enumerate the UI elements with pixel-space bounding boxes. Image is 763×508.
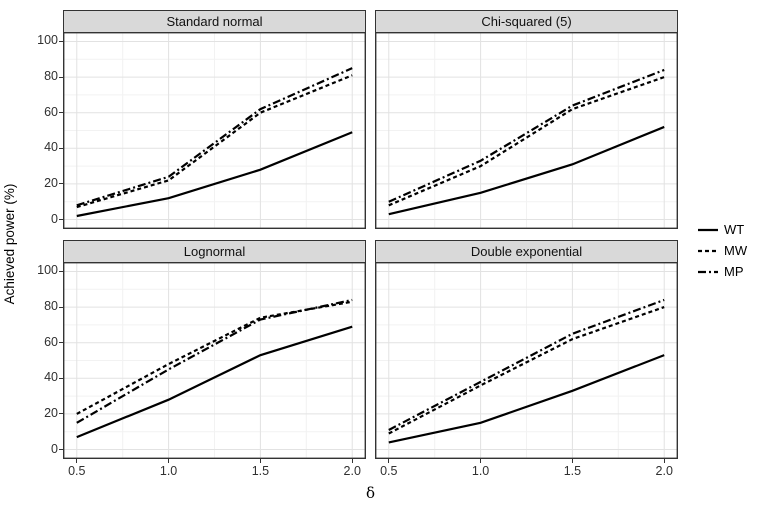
- y-tick-mark: [59, 377, 63, 379]
- strip-chi-squared: Chi-squared (5): [375, 10, 678, 33]
- panel-lognormal: [63, 262, 366, 459]
- x-tick-label: 2.0: [655, 464, 673, 478]
- strip-title: Standard normal: [166, 14, 263, 29]
- y-tick-mark: [59, 449, 63, 451]
- y-tick-mark: [59, 147, 63, 149]
- panel-plot-area: [375, 262, 678, 459]
- x-tick-mark: [351, 459, 353, 463]
- x-tick-mark: [480, 459, 482, 463]
- series-line-wt: [388, 125, 665, 216]
- x-tick-label: 1.0: [471, 464, 490, 478]
- y-tick-label: 40: [44, 370, 58, 385]
- series-line-mw: [388, 76, 665, 207]
- x-tick-mark: [168, 459, 170, 463]
- series-line-wt: [76, 131, 353, 218]
- panel-standard-normal: [63, 32, 366, 229]
- x-tick-mark: [76, 459, 78, 463]
- x-tick-mark: [571, 459, 573, 463]
- y-tick-label: 0: [51, 211, 58, 226]
- y-tick-mark: [59, 306, 63, 308]
- x-tick-label: 0.5: [68, 464, 86, 478]
- legend-item-wt: WT: [697, 219, 763, 240]
- strip-title: Chi-squared (5): [481, 14, 572, 29]
- strip-title: Double exponential: [470, 244, 583, 259]
- series-line-wt: [76, 325, 353, 439]
- series-line-mp: [388, 68, 665, 203]
- legend-label-mp: MP: [724, 264, 744, 279]
- y-tick-mark: [59, 76, 63, 78]
- y-tick-label: 60: [44, 334, 58, 349]
- y-tick-label: 100: [37, 263, 58, 278]
- y-tick-label: 0: [51, 441, 58, 456]
- y-tick-label: 20: [44, 405, 58, 420]
- x-tick-label: 1.0: [159, 464, 178, 478]
- x-tick-mark: [663, 459, 665, 463]
- x-axis-title: δ: [365, 484, 376, 502]
- y-tick-mark: [59, 270, 63, 272]
- x-tick-label: 1.5: [563, 464, 582, 478]
- legend-item-mp: MP: [697, 261, 763, 282]
- y-tick-mark: [59, 413, 63, 415]
- x-tick-label: 1.5: [251, 464, 270, 478]
- y-tick-label: 20: [44, 175, 58, 190]
- series-line-mp: [76, 298, 353, 424]
- legend-line-dotdash-icon: [698, 270, 718, 273]
- strip-double-exponential: Double exponential: [375, 240, 678, 263]
- legend-line-solid-icon: [698, 228, 718, 231]
- y-tick-label: 80: [44, 299, 58, 314]
- y-tick-mark: [59, 219, 63, 221]
- legend-label-wt: WT: [724, 222, 745, 237]
- x-tick-label: 2.0: [343, 464, 361, 478]
- x-tick-mark: [259, 459, 261, 463]
- y-tick-mark: [59, 112, 63, 114]
- strip-title: Lognormal: [183, 244, 246, 259]
- legend-label-mw: MW: [724, 243, 748, 258]
- legend-item-mw: MW: [697, 240, 763, 261]
- y-tick-label: 40: [44, 140, 58, 155]
- series-line-mw: [76, 74, 353, 209]
- strip-lognormal: Lognormal: [63, 240, 366, 263]
- series-line-mp: [76, 67, 353, 207]
- x-tick-label: 0.5: [380, 464, 398, 478]
- series-line-wt: [388, 354, 665, 444]
- panel-plot-area: [63, 32, 366, 229]
- legend-line-dashed-icon: [698, 249, 718, 252]
- strip-standard-normal: Standard normal: [63, 10, 366, 33]
- y-tick-mark: [59, 342, 63, 344]
- panel-plot-area: [63, 262, 366, 459]
- panel-chi-squared: [375, 32, 678, 229]
- series-line-mp: [388, 298, 665, 431]
- x-tick-mark: [388, 459, 390, 463]
- series-line-mw: [388, 306, 665, 435]
- panel-double-exponential: [375, 262, 678, 459]
- panel-plot-area: [375, 32, 678, 229]
- y-tick-mark: [59, 40, 63, 42]
- y-tick-mark: [59, 183, 63, 185]
- y-tick-label: 60: [44, 104, 58, 119]
- y-axis-title: Achieved power (%): [2, 183, 17, 305]
- y-tick-label: 80: [44, 69, 58, 84]
- y-tick-label: 100: [37, 33, 58, 48]
- legend: WT MW MP: [697, 219, 763, 282]
